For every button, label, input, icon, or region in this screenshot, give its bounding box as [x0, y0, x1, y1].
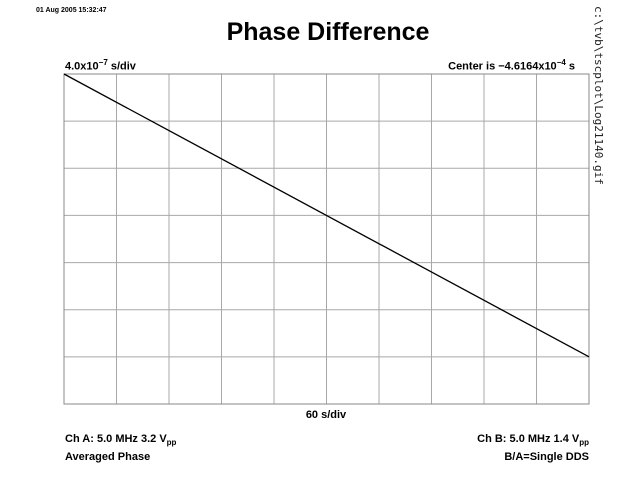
y-scale-prefix: 4.0x10	[65, 60, 99, 73]
y-scale-label: 4.0x10−7 s/div	[65, 58, 136, 73]
file-path: c:\tvb\tscplot\Log21140.gif	[592, 6, 605, 185]
y-scale-exponent: −7	[98, 58, 108, 67]
channel-b-text: Ch B: 5.0 MHz 1.4 V	[477, 433, 580, 445]
plot-frame	[63, 73, 590, 405]
channel-a-text: Ch A: 5.0 MHz 3.2 V	[65, 433, 167, 445]
center-label: Center is −4.6164x10−4 s	[448, 58, 575, 73]
channel-a-mode: Averaged Phase	[65, 451, 151, 464]
x-axis-label: 60 s/div	[305, 409, 347, 421]
ba-mode: B/A=Single DDS	[504, 451, 589, 464]
phase-difference-line	[63, 73, 590, 358]
plot-grid	[63, 73, 590, 405]
channel-a-line: Ch A: 5.0 MHz 3.2 Vpp	[65, 432, 176, 450]
channel-a-info: Ch A: 5.0 MHz 3.2 Vpp Averaged Phase	[65, 432, 176, 464]
y-scale-suffix: s/div	[107, 60, 136, 73]
center-prefix: Center is −4.6164x10	[448, 60, 557, 73]
plot-series	[63, 73, 590, 358]
channel-b-line: Ch B: 5.0 MHz 1.4 Vpp	[477, 432, 589, 450]
channel-a-unit-sub: pp	[166, 438, 177, 448]
timestamp: 01 Aug 2005 15:32:47	[36, 7, 107, 14]
channel-b-unit-sub: pp	[579, 438, 589, 448]
channel-b-info: Ch B: 5.0 MHz 1.4 Vpp B/A=Single DDS	[477, 432, 589, 464]
center-exponent: −4	[556, 58, 566, 67]
chart-title: Phase Difference	[226, 18, 430, 46]
center-suffix: s	[565, 60, 575, 73]
